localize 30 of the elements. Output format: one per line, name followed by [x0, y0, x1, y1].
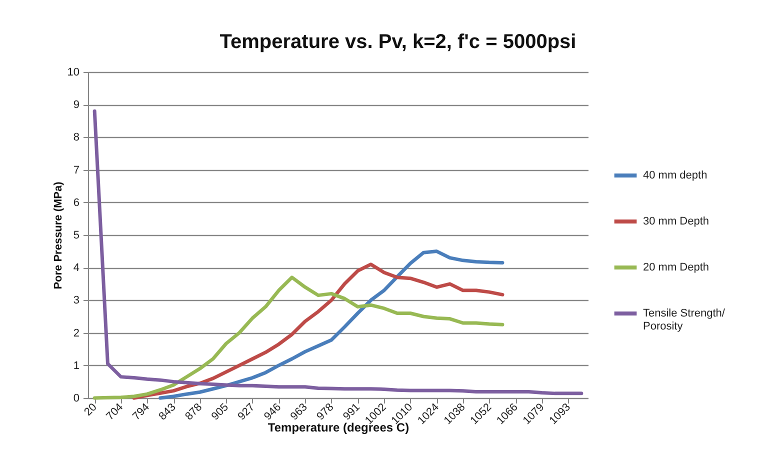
- chart-title: Temperature vs. Pv, k=2, f'c = 5000psi: [220, 31, 576, 53]
- y-tick-label: 5: [73, 230, 80, 242]
- line-series: [92, 276, 504, 400]
- y-tick-label: 8: [73, 132, 80, 144]
- y-tick-label: 4: [73, 262, 80, 274]
- legend-label: 20 mm Depth: [643, 262, 710, 274]
- x-tick-label: 20: [82, 401, 100, 418]
- x-tick-label: 927: [236, 401, 258, 423]
- legend-label: 40 mm depth: [643, 170, 708, 182]
- x-tick-label: 963: [288, 401, 310, 423]
- x-tick-label: 794: [130, 401, 152, 423]
- y-tick-label: 3: [73, 294, 80, 307]
- legend-label: Tensile Strength/ Porosity: [643, 308, 726, 332]
- y-tick-label: 10: [67, 66, 80, 78]
- x-tick-label: 878: [183, 401, 205, 423]
- y-tick-label: 0: [73, 392, 80, 404]
- y-tick-label: 7: [73, 164, 80, 176]
- legend-label: 30 mm Depth: [643, 216, 710, 228]
- y-axis-title: Pore Pressure (MPa): [52, 181, 64, 290]
- x-tick-label: 978: [314, 401, 336, 423]
- x-tick-label: 991: [341, 401, 362, 423]
- line-series: [92, 109, 584, 396]
- y-tick-label: 2: [73, 327, 80, 340]
- x-tick-label: 905: [209, 401, 231, 423]
- y-tick-label: 6: [73, 196, 80, 209]
- x-tick-label: 704: [104, 401, 126, 423]
- y-tick-label: 9: [73, 99, 80, 112]
- y-tick-label: 1: [73, 360, 80, 372]
- x-tick-label: 843: [156, 401, 178, 423]
- x-tick-label: 946: [262, 401, 284, 423]
